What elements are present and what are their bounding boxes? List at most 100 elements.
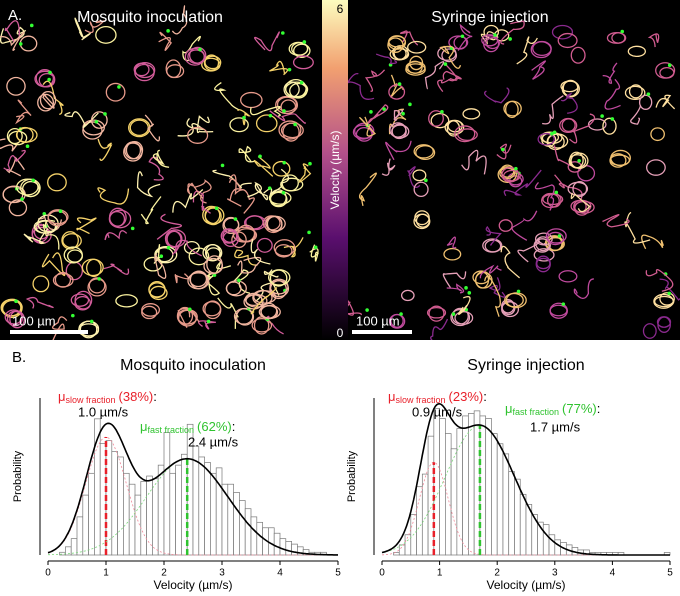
- track: [148, 156, 164, 181]
- track: [627, 45, 646, 58]
- track: [439, 45, 462, 69]
- track: [498, 219, 513, 232]
- track: [624, 85, 646, 100]
- track: [222, 230, 240, 248]
- histogram-bar: [450, 448, 458, 556]
- track: [4, 309, 23, 325]
- scale-bar-label: 100 µm: [12, 313, 56, 328]
- track: [134, 62, 156, 79]
- component-curve: [47, 436, 338, 556]
- histogram-bar: [554, 539, 561, 556]
- track: [569, 113, 596, 144]
- track: [517, 239, 547, 263]
- track: [428, 110, 444, 127]
- track: [187, 272, 210, 290]
- track: [488, 277, 506, 298]
- track: [647, 33, 660, 48]
- track-end: [282, 160, 287, 165]
- track: [245, 215, 264, 230]
- track: [645, 269, 674, 292]
- track: [76, 217, 97, 235]
- track-end: [397, 82, 402, 86]
- track: [309, 244, 319, 262]
- histogram-bar: [204, 462, 211, 556]
- track: [247, 181, 269, 201]
- track: [282, 122, 300, 142]
- track: [454, 311, 474, 325]
- annotation: μfast fraction (77%):: [505, 401, 600, 417]
- track: [457, 128, 478, 142]
- track: [570, 152, 589, 170]
- track-end: [667, 63, 672, 67]
- track: [505, 292, 527, 309]
- track: [249, 106, 281, 117]
- histogram-bar: [398, 544, 406, 556]
- track: [659, 66, 675, 79]
- histogram-bar: [502, 453, 510, 556]
- image-title: Syringe injection: [431, 9, 548, 26]
- track: [573, 278, 594, 300]
- mean-label: 0.9 µm/s: [412, 404, 463, 419]
- track: [214, 82, 240, 111]
- track: [204, 55, 222, 70]
- track: [198, 320, 216, 330]
- x-tick-label: 0: [45, 568, 51, 579]
- track: [74, 295, 92, 311]
- track-end: [281, 190, 286, 195]
- track-end: [71, 313, 75, 318]
- mu-subscript: slow fraction: [396, 395, 446, 405]
- track: [51, 316, 68, 340]
- track: [187, 126, 209, 144]
- track: [415, 145, 436, 161]
- track: [546, 231, 564, 246]
- track: [47, 209, 69, 225]
- track: [298, 163, 312, 183]
- track: [358, 172, 377, 206]
- track: [424, 61, 445, 90]
- track: [280, 99, 297, 115]
- mean-label: 2.4 µm/s: [188, 434, 239, 449]
- track: [203, 257, 224, 275]
- track: [500, 20, 525, 45]
- annotation: μfast fraction (62%):: [140, 419, 235, 435]
- track: [265, 215, 286, 232]
- x-tick-label: 1: [437, 568, 443, 579]
- track: [446, 236, 457, 249]
- track-end: [557, 234, 562, 238]
- track: [250, 287, 278, 315]
- histogram-bar: [268, 527, 275, 556]
- mu-subscript: fast fraction: [148, 425, 195, 435]
- track: [453, 35, 468, 50]
- track: [385, 140, 412, 161]
- panel-label: B.: [12, 349, 26, 366]
- track-end: [460, 34, 465, 39]
- track: [256, 237, 273, 253]
- x-tick-label: 2: [494, 568, 500, 579]
- track: [204, 207, 222, 226]
- track: [8, 199, 28, 217]
- track: [196, 115, 214, 134]
- histogram-bar: [416, 486, 423, 556]
- track: [238, 145, 255, 163]
- track-end: [464, 286, 468, 290]
- track: [388, 313, 406, 329]
- histogram-bar: [163, 432, 171, 556]
- weight-label: (23%): [449, 389, 484, 404]
- histogram-bar: [210, 472, 217, 556]
- track: [530, 41, 552, 59]
- track: [187, 49, 205, 64]
- track-end: [89, 319, 94, 324]
- x-axis-label: Velocity (µm/s): [487, 578, 566, 592]
- track: [97, 187, 130, 205]
- track-end: [31, 178, 36, 183]
- track: [503, 169, 542, 197]
- mu-symbol: μ: [140, 419, 148, 434]
- track-end: [268, 113, 273, 118]
- track-end: [287, 67, 292, 72]
- x-tick-label: 5: [335, 568, 341, 579]
- track: [171, 5, 188, 35]
- track: [415, 213, 430, 228]
- track: [542, 95, 564, 125]
- track: [229, 117, 249, 133]
- track: [400, 30, 419, 46]
